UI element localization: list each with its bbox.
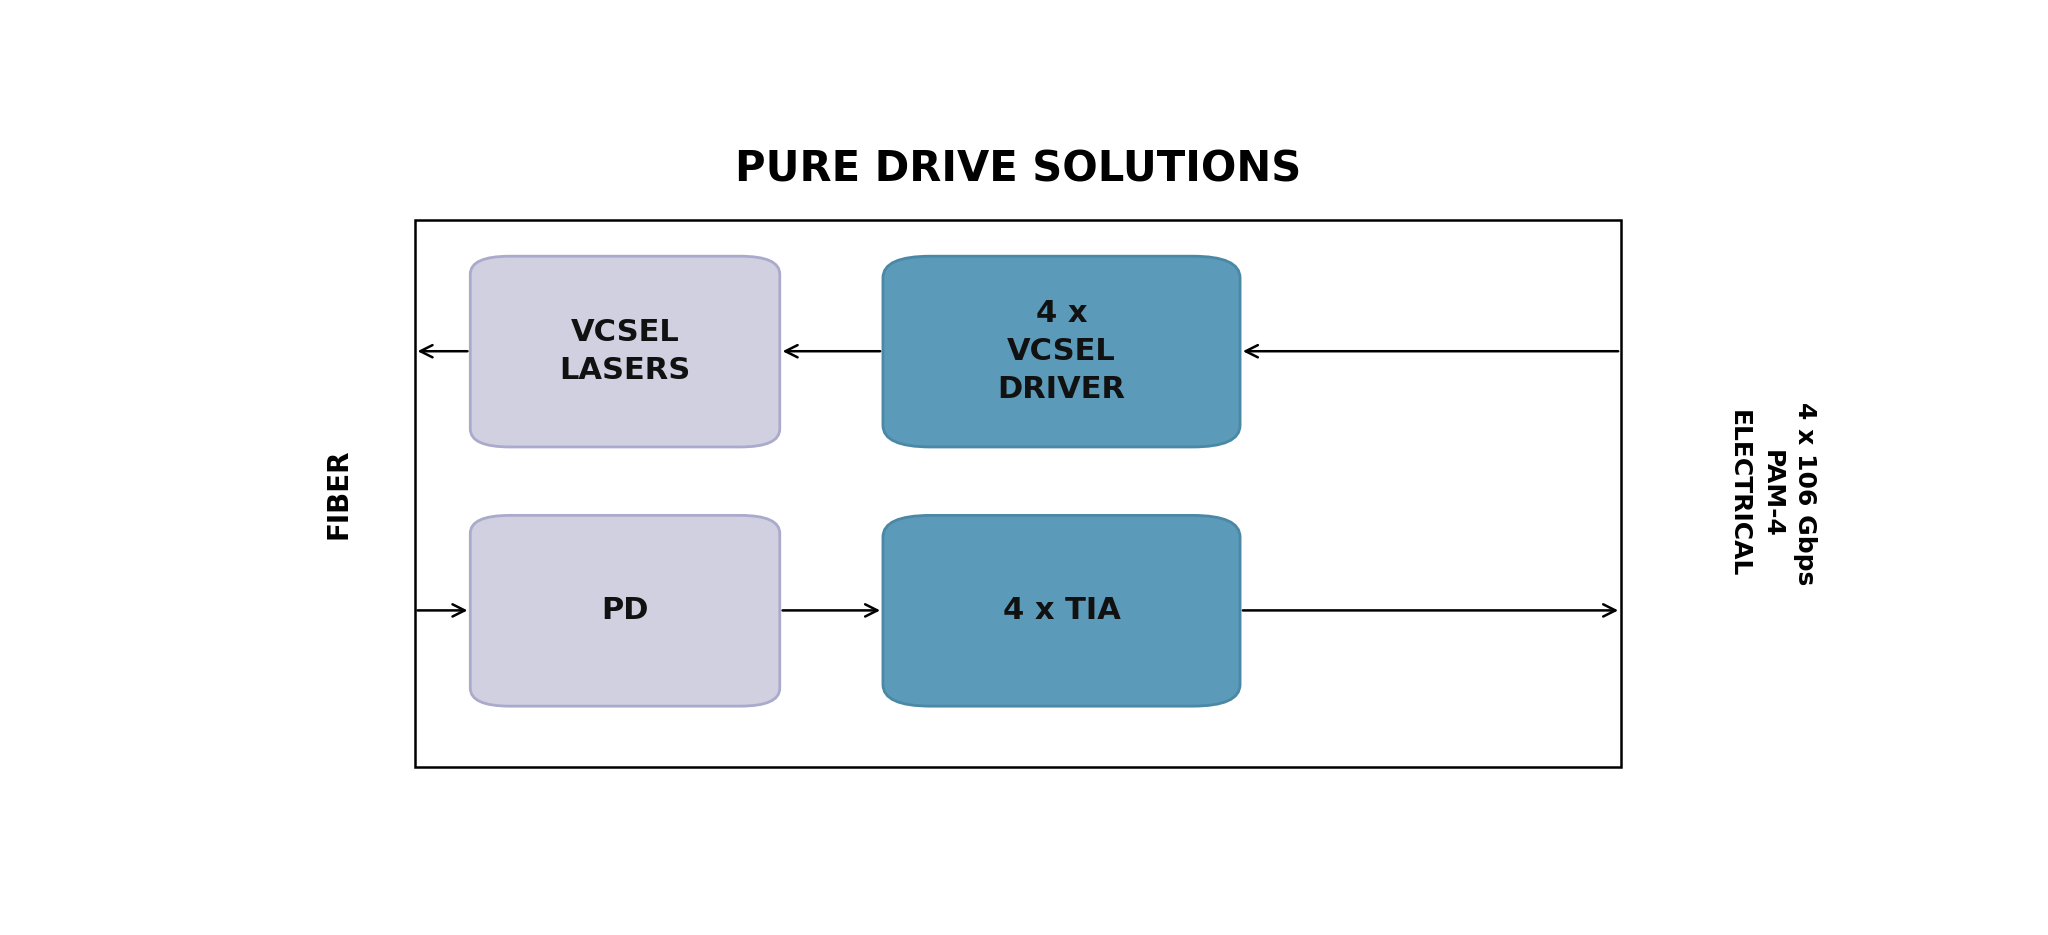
Text: 4 x
VCSEL
DRIVER: 4 x VCSEL DRIVER xyxy=(997,299,1126,404)
FancyBboxPatch shape xyxy=(471,256,780,447)
Text: 4 x 106 Gbps
PAM-4
ELECTRICAL: 4 x 106 Gbps PAM-4 ELECTRICAL xyxy=(1726,402,1817,585)
FancyBboxPatch shape xyxy=(471,515,780,706)
Text: FIBER: FIBER xyxy=(324,449,352,539)
Text: PURE DRIVE SOLUTIONS: PURE DRIVE SOLUTIONS xyxy=(735,149,1300,191)
Text: VCSEL
LASERS: VCSEL LASERS xyxy=(559,318,690,385)
FancyBboxPatch shape xyxy=(883,256,1239,447)
Text: PD: PD xyxy=(602,597,649,626)
Text: 4 x TIA: 4 x TIA xyxy=(1004,597,1120,626)
FancyBboxPatch shape xyxy=(883,515,1239,706)
